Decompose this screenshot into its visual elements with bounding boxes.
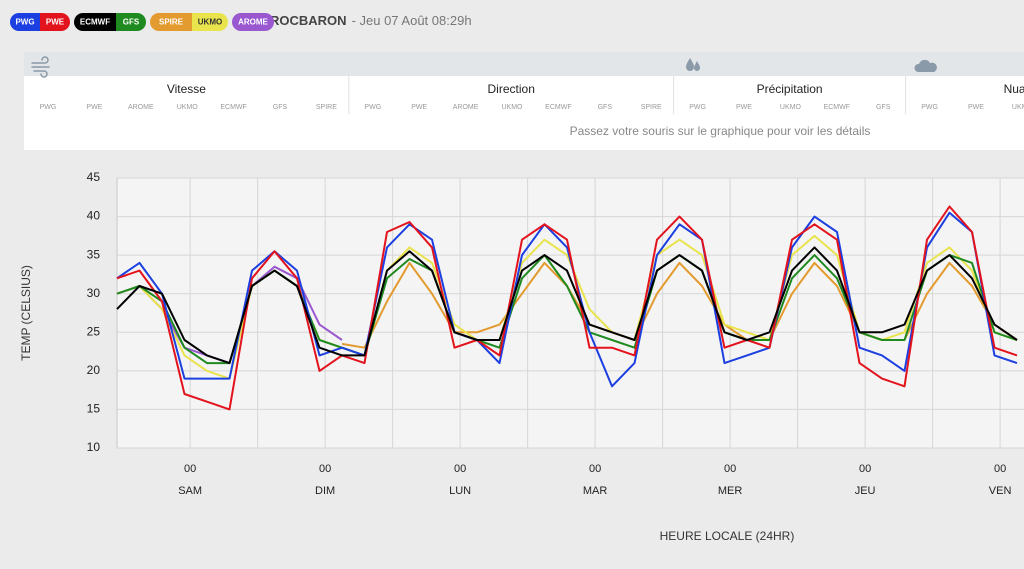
legend-group	[232, 13, 274, 31]
legend-label[interactable]: GFS	[123, 18, 140, 27]
y-tick-label: 25	[87, 324, 101, 338]
datetime: - Jeu 07 Août 08:29h	[352, 13, 472, 28]
series-line	[116, 246, 1018, 365]
legend-badge[interactable]	[192, 13, 228, 31]
legend-badge[interactable]	[40, 13, 70, 31]
model-label: UKMO	[1012, 104, 1024, 111]
x-tick-label: 00	[724, 463, 736, 475]
model-label: UKMO	[502, 104, 524, 111]
x-tick-label: 00	[184, 463, 196, 475]
page-title: ROCBARON - Jeu 07 Août 08:29h	[270, 13, 472, 28]
model-label: GFS	[598, 104, 613, 111]
x-day-label: SAM	[178, 485, 202, 497]
model-label: UKMO	[780, 104, 802, 111]
legend-badge[interactable]	[74, 13, 116, 31]
model-label: PWG	[921, 104, 938, 111]
legend-group	[10, 13, 70, 31]
model-label: AROME	[453, 104, 479, 111]
model-label: PWG	[364, 104, 381, 111]
x-day-label: MAR	[583, 485, 608, 497]
x-tick-label: 00	[859, 463, 871, 475]
model-label: PWG	[40, 104, 57, 111]
legend-label[interactable]: SPIRE	[159, 18, 184, 27]
x-day-label: DIM	[315, 485, 335, 497]
x-tick-label: 00	[589, 463, 601, 475]
column-title: Nuages	[1004, 82, 1024, 96]
series-line	[116, 205, 1018, 411]
y-tick-label: 30	[87, 286, 101, 300]
column-title: Direction	[488, 82, 535, 96]
series-line	[116, 211, 1018, 388]
x-day-label: LUN	[449, 485, 471, 497]
legend-label[interactable]: PWG	[15, 18, 34, 27]
model-label: ECMWF	[220, 104, 246, 111]
y-tick-label: 40	[87, 209, 101, 223]
x-day-label: MER	[718, 485, 743, 497]
x-tick-label: 00	[454, 463, 466, 475]
model-label: GFS	[273, 104, 288, 111]
legend-label[interactable]: UKMO	[198, 18, 222, 27]
model-label: AROME	[128, 104, 154, 111]
model-label: PWE	[736, 104, 752, 111]
y-tick-label: 10	[87, 440, 101, 454]
hover-hint: Passez votre souris sur le graphique pou…	[570, 124, 871, 138]
model-label: ECMWF	[824, 104, 850, 111]
location: ROCBARON	[270, 13, 347, 28]
model-label: PWE	[86, 104, 102, 111]
drop-icon	[686, 58, 700, 71]
model-label: PWE	[411, 104, 427, 111]
x-day-label: JEU	[855, 485, 876, 497]
legend-group	[150, 13, 228, 31]
legend-label[interactable]: PWE	[46, 18, 65, 27]
legend-badge[interactable]	[10, 13, 40, 31]
x-tick-label: 00	[319, 463, 331, 475]
model-label: UKMO	[177, 104, 199, 111]
y-tick-label: 45	[87, 170, 101, 184]
model-label: PWE	[968, 104, 984, 111]
column-title: Précipitation	[757, 82, 823, 96]
y-axis-title: TEMP (CELSIUS)	[19, 265, 33, 361]
legend-label[interactable]: ECMWF	[80, 18, 110, 27]
panel-header	[24, 52, 1024, 76]
model-label: ECMWF	[545, 104, 571, 111]
wind-icon	[31, 56, 50, 78]
y-tick-label: 20	[87, 363, 101, 377]
y-tick-label: 15	[87, 402, 101, 416]
plot-area[interactable]	[116, 177, 1024, 449]
x-day-label: VEN	[989, 485, 1012, 497]
legend-label[interactable]: AROME	[238, 18, 268, 27]
model-label: SPIRE	[641, 104, 662, 111]
legend-badge[interactable]	[116, 13, 146, 31]
cloud-icon	[914, 59, 937, 72]
column-title: Vitesse	[167, 82, 206, 96]
model-label: SPIRE	[316, 104, 337, 111]
x-tick-label: 00	[994, 463, 1006, 475]
model-label: GFS	[876, 104, 891, 111]
legend-group	[74, 13, 146, 31]
model-label: PWG	[689, 104, 706, 111]
y-tick-label: 35	[87, 247, 101, 261]
legend-badge[interactable]	[232, 13, 274, 31]
legend-badge[interactable]	[150, 13, 192, 31]
x-axis-title: HEURE LOCALE (24HR)	[660, 529, 795, 543]
